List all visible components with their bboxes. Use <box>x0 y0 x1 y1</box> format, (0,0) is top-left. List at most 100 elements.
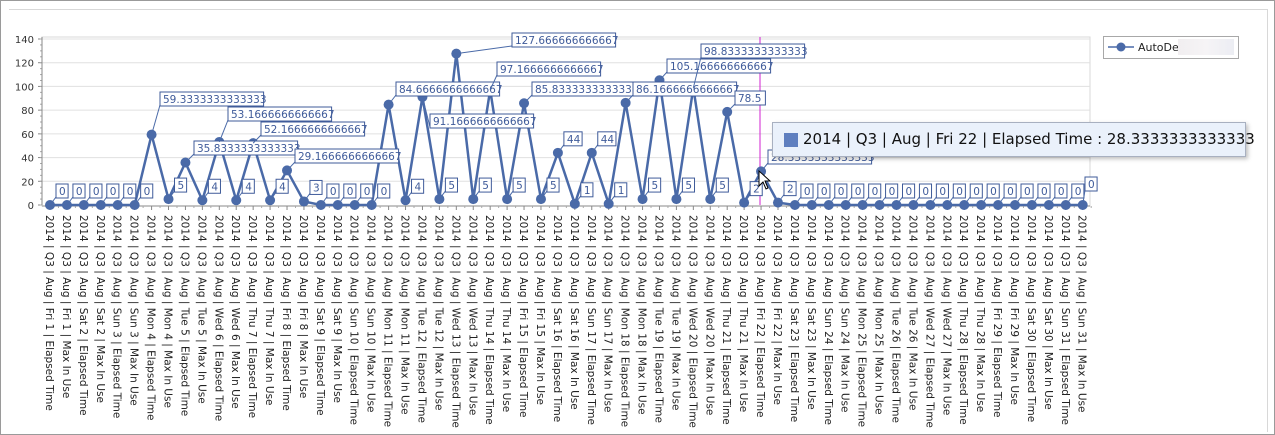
data-label-leader <box>1065 196 1073 206</box>
x-tick-label: 2014 | Q3 | Aug | Fri 29 | Elapsed Time <box>991 215 1003 418</box>
x-tick-label: 2014 | Q3 | Aug | Tue 12 | Elapsed Time <box>415 215 427 423</box>
data-label-leader <box>286 161 296 171</box>
x-tick-label: 2014 | Q3 | Aug | Mon 11 | Elapsed Time <box>382 215 394 427</box>
data-label-leader <box>320 196 328 206</box>
data-label-box <box>241 178 255 194</box>
x-tick-label: 2014 | Q3 | Aug | Tue 26 | Max In Use <box>906 215 918 410</box>
x-tick-label: 2014 | Q3 | Aug | Tue 19 | Max In Use <box>669 215 681 410</box>
data-label-box <box>817 183 831 199</box>
data-label-leader <box>980 196 988 206</box>
x-tick-label: 2014 | Q3 | Aug | Thu 28 | Elapsed Time <box>957 215 969 425</box>
data-label-box <box>1037 183 1051 199</box>
data-label-leader <box>472 190 480 200</box>
data-label-box <box>546 177 560 193</box>
data-label: 97.1666666666667 <box>500 64 604 76</box>
data-label-leader <box>963 196 971 206</box>
data-label-box <box>800 183 814 199</box>
data-label-leader <box>489 74 498 90</box>
data-label-box <box>834 183 848 199</box>
data-label-leader <box>709 190 717 200</box>
x-tick-label: 2014 | Q3 | Aug | Mon 11 | Max In Use <box>399 215 411 415</box>
data-label-box <box>193 140 299 156</box>
data-label-leader <box>185 153 195 163</box>
data-label-box <box>935 183 949 199</box>
data-label: 1 <box>584 185 591 197</box>
data-label: 78.5 <box>738 93 761 105</box>
data-label-leader <box>659 71 668 81</box>
x-tick-label: 2014 | Q3 | Aug | Thu 7 | Elapsed Time <box>246 215 258 418</box>
data-label-box <box>496 61 602 77</box>
data-label-box <box>918 183 933 199</box>
y-axis-ticks: 0 20 40 60 80 100 120 140 <box>15 35 34 212</box>
x-tick-label: 2014 | Q3 | Aug | Thu 14 | Elapsed Time <box>483 215 495 425</box>
data-label-box <box>952 183 966 199</box>
data-label-box <box>885 183 899 199</box>
x-tick-label: 2014 | Q3 | Aug | Thu 14 | Max In Use <box>500 215 512 412</box>
data-label: 127.666666666667 <box>515 35 619 47</box>
x-tick-label: 2014 | Q3 | Aug | Wed 20 | Max In Use <box>703 215 715 415</box>
data-label-leader <box>574 195 582 205</box>
data-label-box <box>715 177 729 193</box>
data-label-box <box>511 32 617 48</box>
data-label-box <box>444 177 458 193</box>
data-label-leader <box>777 194 785 203</box>
data-label-box <box>986 183 1000 199</box>
data-label-box <box>512 177 526 193</box>
data-labels: 0 0 0 0 0 059.3333333333333535.83333333333334… <box>49 32 1098 206</box>
data-label-leader <box>354 196 362 206</box>
x-tick-label: 2014 | Q3 | Aug | Tue 19 | Elapsed Time <box>652 215 664 423</box>
data-label: 0 <box>347 186 354 198</box>
data-label: 29.1666666666667 <box>298 151 402 163</box>
legend[interactable]: AutoDesk <box>1103 36 1239 59</box>
data-label: 0 <box>804 186 811 198</box>
data-label: 98.8333333333333 <box>704 46 808 58</box>
data-label-leader <box>879 196 886 206</box>
x-tick-label: 2014 | Q3 | Aug | Wed 6 | Max In Use <box>229 215 241 409</box>
data-label-leader <box>676 190 683 200</box>
data-label-leader <box>862 196 870 206</box>
data-label-box <box>260 121 366 137</box>
data-label: 0 <box>330 186 337 198</box>
data-label-box <box>343 183 357 199</box>
x-tick-label: 2014 | Q3 | Aug | Sun 3 | Max In Use <box>128 215 140 406</box>
data-label-box <box>666 58 772 74</box>
y-tick-label: 80 <box>21 106 34 117</box>
data-label-leader <box>540 190 548 200</box>
data-label: 5 <box>448 180 455 192</box>
data-label: 0 <box>1024 186 1031 198</box>
x-tick-label: 2014 | Q3 | Aug | Sat 30 | Elapsed Time <box>1025 215 1037 422</box>
legend-line-marker-icon <box>1108 42 1134 52</box>
x-tick-label: 2014 | Q3 | Aug | Sun 17 | Elapsed Time <box>585 215 597 425</box>
x-tick-label: 2014 | Q3 | Aug | Mon 18 | Elapsed Time <box>619 215 631 427</box>
data-label: 91.1666666666667 <box>433 116 537 128</box>
data-label: 0 <box>872 186 879 198</box>
data-label-leader <box>303 193 311 202</box>
data-label-leader <box>201 191 209 201</box>
data-label: 44 <box>567 134 581 146</box>
x-tick-label: 2014 | Q3 | Aug | Sun 31 | Max In Use <box>1076 215 1088 412</box>
data-label: 5 <box>719 180 726 192</box>
data-label-box <box>1054 183 1068 199</box>
data-label-leader <box>811 196 819 206</box>
data-label-box <box>326 183 340 199</box>
x-tick-label: 2014 | Q3 | Aug | Sun 24 | Elapsed Time <box>822 215 834 425</box>
x-tick-label: 2014 | Q3 | Aug | Wed 6 | Elapsed Time <box>212 215 224 421</box>
y-tick-label: 40 <box>21 154 34 165</box>
data-label-box <box>734 90 766 106</box>
x-tick-label: 2014 | Q3 | Aug | Mon 25 | Max In Use <box>873 215 885 415</box>
x-tick-label: 2014 | Q3 | Aug | Wed 27 | Max In Use <box>940 215 952 415</box>
mouse-cursor-icon <box>758 169 772 190</box>
x-tick-label: 2014 | Q3 | Aug | Fri 29 | Max In Use <box>1008 215 1020 405</box>
data-label-box <box>1084 176 1098 192</box>
data-label: 44 <box>601 134 615 146</box>
data-label-box <box>227 106 333 122</box>
x-tick-label: 2014 | Q3 | Aug | Tue 12 | Max In Use <box>432 215 444 410</box>
data-label-leader <box>100 196 108 206</box>
data-label-leader <box>134 196 142 206</box>
chart-area-border <box>9 9 1268 432</box>
data-label: 5 <box>178 180 185 192</box>
data-label-leader <box>946 196 954 206</box>
data-label: 0 <box>144 186 151 198</box>
x-tick-label: 2014 | Q3 | Aug | Sun 10 | Elapsed Time <box>348 215 360 425</box>
x-tick-label: 2014 | Q3 | Aug | Fri 15 | Elapsed Time <box>517 215 529 418</box>
